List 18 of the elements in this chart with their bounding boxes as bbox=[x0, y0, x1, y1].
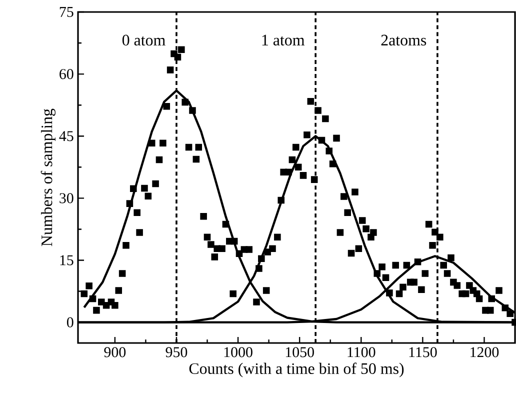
ref-line-label: 2atoms bbox=[381, 34, 426, 46]
y-axis-title: Numbers of sampling bbox=[40, 108, 56, 246]
x-tick-label: 1050 bbox=[286, 347, 314, 358]
x-tick-label: 900 bbox=[104, 347, 126, 358]
y-tick-label: 45 bbox=[59, 131, 74, 142]
x-tick-label: 1200 bbox=[470, 347, 499, 358]
ref-line-label: 0 atom bbox=[122, 34, 166, 46]
x-tick-label: 1150 bbox=[409, 347, 437, 358]
x-tick-label: 1000 bbox=[224, 347, 252, 358]
y-tick-label: 0 bbox=[66, 317, 74, 328]
x-tick-label: 1100 bbox=[348, 347, 376, 358]
x-axis-title: Counts (with a time bin of 50 ms) bbox=[189, 362, 404, 378]
y-tick-label: 60 bbox=[60, 69, 74, 80]
y-tick-label: 30 bbox=[60, 193, 74, 204]
y-tick-label: 15 bbox=[60, 255, 74, 266]
y-tick-label: 75 bbox=[60, 7, 74, 17]
x-tick-label: 950 bbox=[166, 347, 188, 358]
ref-line-label: 1 atom bbox=[262, 34, 305, 46]
